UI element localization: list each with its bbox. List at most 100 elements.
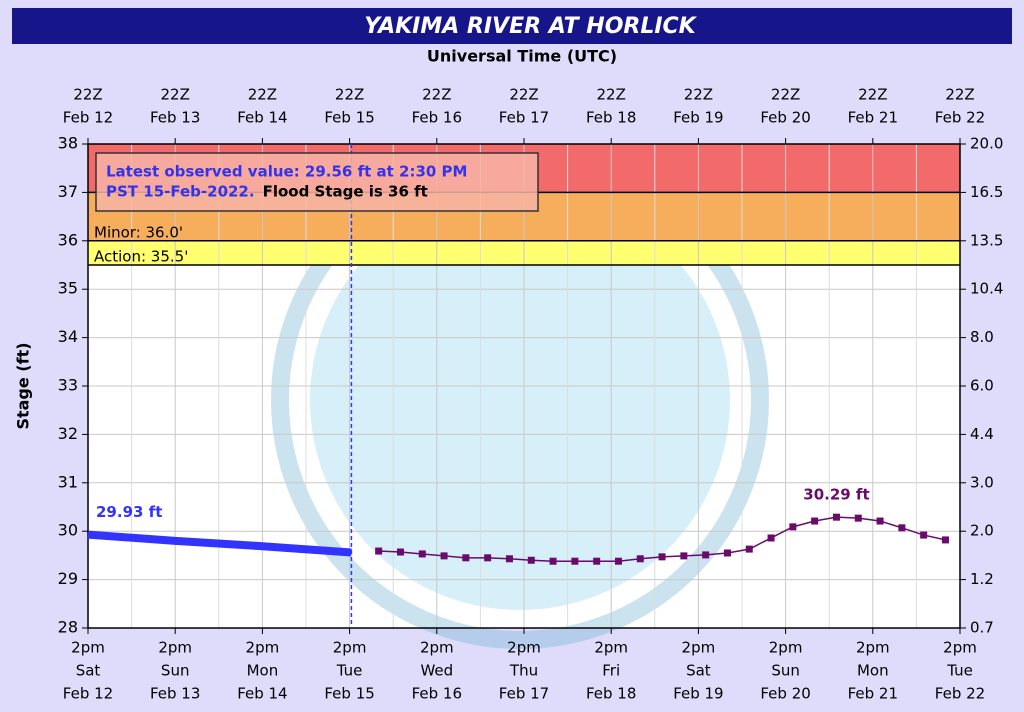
forecast-point — [658, 553, 666, 561]
title-bar — [12, 8, 1012, 44]
y-tick-label: 37 — [58, 182, 78, 201]
x2-tick-time: 22Z — [161, 86, 190, 104]
forecast-point — [636, 555, 644, 563]
top-axis-title: Universal Time (UTC) — [427, 47, 617, 66]
x2-tick-date: Feb 15 — [324, 109, 374, 127]
y2-tick-label: 2.0 — [970, 522, 994, 540]
y-tick-label: 29 — [58, 569, 78, 588]
x-tick-time: 2pm — [769, 639, 803, 657]
x2-tick-date: Feb 21 — [848, 109, 898, 127]
y2-tick-label: 0.7 — [970, 619, 994, 637]
y-tick-label: 32 — [58, 424, 78, 443]
x-tick-time: 2pm — [246, 639, 280, 657]
x-tick-time: 2pm — [333, 639, 367, 657]
x2-tick-date: Feb 14 — [237, 109, 287, 127]
x-tick-date: Feb 16 — [412, 685, 462, 703]
x-tick-day: Mon — [247, 662, 279, 680]
forecast-point — [375, 547, 383, 555]
x2-tick-time: 22Z — [684, 86, 713, 104]
x-tick-day: Sun — [161, 662, 190, 680]
annotation-box — [95, 152, 539, 212]
forecast-point — [396, 548, 404, 556]
forecast-point — [920, 531, 928, 539]
x-tick-time: 2pm — [943, 639, 977, 657]
x-tick-date: Feb 21 — [848, 685, 898, 703]
y-tick-label: 33 — [58, 376, 78, 395]
forecast-point — [941, 536, 949, 544]
y2-tick-label: 8.0 — [970, 328, 994, 346]
annotation-text: Flood Stage is 36 ft — [263, 183, 428, 201]
x-tick-date: Feb 15 — [324, 685, 374, 703]
y2-tick-label: 16.5 — [970, 183, 1003, 201]
y2-tick-label: 10.4 — [970, 280, 1003, 298]
forecast-point — [462, 554, 470, 562]
x-tick-date: Feb 20 — [760, 685, 810, 703]
x-tick-date: Feb 12 — [63, 685, 113, 703]
forecast-point — [571, 557, 579, 565]
forecast-point — [745, 545, 753, 553]
forecast-point — [789, 523, 797, 531]
x-tick-time: 2pm — [158, 639, 192, 657]
x-tick-time: 2pm — [420, 639, 454, 657]
x2-tick-time: 22Z — [945, 86, 974, 104]
forecast-point — [832, 513, 840, 521]
x2-tick-time: 22Z — [771, 86, 800, 104]
forecast-point — [593, 557, 601, 565]
x2-tick-time: 22Z — [509, 86, 538, 104]
x-tick-date: Feb 19 — [673, 685, 723, 703]
x-tick-day: Thu — [509, 662, 538, 680]
observed-line — [87, 530, 352, 557]
x-tick-day: Mon — [857, 662, 889, 680]
y-tick-label: 38 — [58, 134, 78, 153]
x-tick-date: Feb 13 — [150, 685, 200, 703]
x2-tick-date: Feb 20 — [760, 109, 810, 127]
x-tick-day: Sat — [76, 662, 101, 680]
threshold-label: Action: 35.5' — [94, 248, 188, 266]
forecast-point — [505, 555, 513, 563]
forecast-point — [811, 517, 819, 525]
x2-tick-time: 22Z — [422, 86, 451, 104]
x-tick-day: Sat — [686, 662, 711, 680]
forecast-point — [876, 517, 884, 525]
x-tick-day: Sun — [771, 662, 800, 680]
annotation-text: Latest observed value: 29.56 ft at 2:30 … — [106, 163, 467, 181]
x2-tick-date: Feb 18 — [586, 109, 636, 127]
threshold-label: Minor: 36.0' — [94, 223, 183, 241]
forecast-point — [484, 554, 492, 562]
y2-tick-label: 20.0 — [970, 135, 1003, 153]
x-tick-time: 2pm — [71, 639, 105, 657]
y-axis-title: Stage (ft) — [14, 342, 33, 429]
forecast-point — [680, 552, 688, 560]
x-tick-date: Feb 14 — [237, 685, 287, 703]
forecast-point — [898, 524, 906, 532]
y-tick-label: 28 — [58, 618, 78, 637]
x2-tick-date: Feb 12 — [63, 109, 113, 127]
forecast-point — [702, 551, 710, 559]
x-tick-date: Feb 17 — [499, 685, 549, 703]
forecast-point — [614, 557, 622, 565]
x-tick-day: Wed — [420, 662, 453, 680]
x2-tick-time: 22Z — [73, 86, 102, 104]
forecast-point — [767, 534, 775, 542]
x2-tick-time: 22Z — [248, 86, 277, 104]
y2-tick-label: 4.4 — [970, 425, 994, 443]
chart-title: YAKIMA RIVER AT HORLICK — [364, 14, 697, 39]
y-tick-label: 36 — [58, 230, 78, 249]
x2-tick-date: Feb 16 — [412, 109, 462, 127]
x-tick-date: Feb 18 — [586, 685, 636, 703]
x2-tick-date: Feb 22 — [935, 109, 985, 127]
y-tick-label: 30 — [58, 521, 78, 540]
y-tick-label: 34 — [58, 327, 78, 346]
x2-tick-time: 22Z — [858, 86, 887, 104]
forecast-point — [418, 550, 426, 558]
x-tick-time: 2pm — [594, 639, 628, 657]
x-tick-time: 2pm — [856, 639, 890, 657]
x-tick-day: Tue — [336, 662, 363, 680]
plot-frame — [87, 143, 961, 629]
y2-tick-label: 1.2 — [970, 570, 994, 588]
annotation-text: PST 15-Feb-2022. — [106, 183, 255, 201]
x-tick-time: 2pm — [507, 639, 541, 657]
x-tick-day: Tue — [946, 662, 973, 680]
y-tick-label: 35 — [58, 279, 78, 298]
forecast-point — [549, 557, 557, 565]
